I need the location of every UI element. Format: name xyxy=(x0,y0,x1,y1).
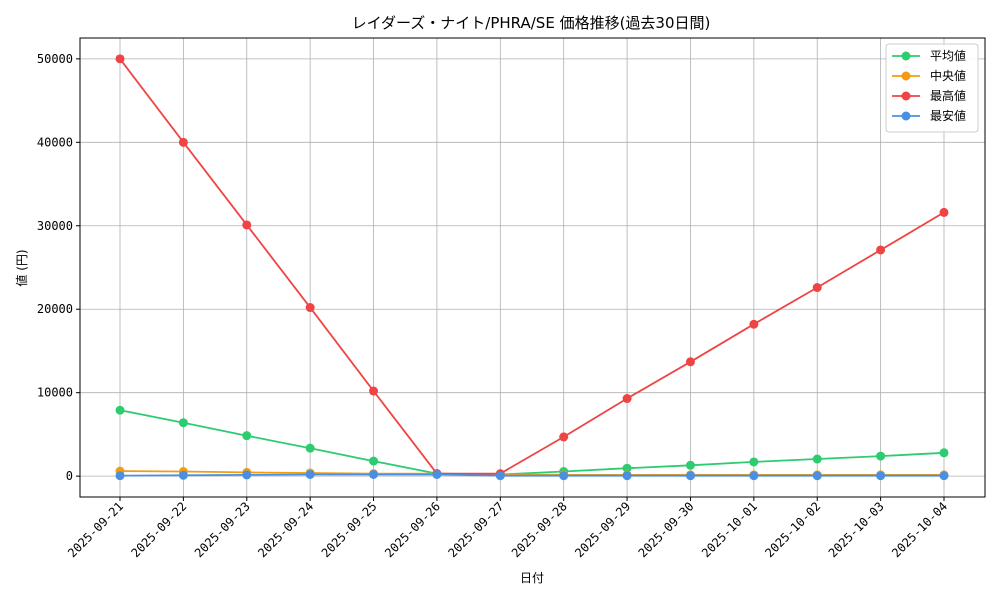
data-point xyxy=(242,220,252,230)
legend-marker xyxy=(901,91,911,101)
data-point xyxy=(622,471,632,481)
grid xyxy=(80,38,985,497)
legend-item: 平均値 xyxy=(892,48,966,63)
data-point xyxy=(812,283,822,293)
data-point xyxy=(876,471,886,481)
x-tick-label: 2025-09-27 xyxy=(445,499,506,560)
x-tick-label: 2025-10-01 xyxy=(699,499,760,560)
legend-item: 最高値 xyxy=(892,88,966,103)
data-point xyxy=(749,457,759,467)
x-tick-label: 2025-09-25 xyxy=(319,499,380,560)
legend-marker xyxy=(901,111,911,121)
data-point xyxy=(495,471,505,481)
x-tick-label: 2025-10-04 xyxy=(889,499,950,560)
series-line xyxy=(119,58,945,475)
data-point xyxy=(369,456,379,466)
legend-label: 中央値 xyxy=(930,68,966,83)
series-layer xyxy=(115,54,949,481)
y-tick-label: 50000 xyxy=(37,52,73,66)
legend-label: 平均値 xyxy=(930,48,966,63)
x-axis: 2025-09-21 2025-09-22 2025-09-23 2025-09-24… xyxy=(65,497,950,560)
x-tick-label: 2025-09-28 xyxy=(509,499,570,560)
data-point xyxy=(115,54,125,64)
series-3 xyxy=(115,54,949,479)
data-point xyxy=(115,471,125,481)
legend-box xyxy=(885,43,979,133)
y-axis: 0 10000 20000 30000 40000 50000 xyxy=(37,52,80,483)
y-tick-label: 20000 xyxy=(37,302,73,316)
x-tick-label: 2025-09-30 xyxy=(636,499,697,560)
data-point xyxy=(622,394,632,404)
legend-item: 中央値 xyxy=(892,68,966,83)
x-tick-label: 2025-09-23 xyxy=(192,499,253,560)
x-tick-label: 2025-09-21 xyxy=(65,499,126,560)
series-line xyxy=(119,409,945,476)
data-point xyxy=(812,471,822,481)
data-point xyxy=(242,470,252,480)
y-axis-label: 値 (円) xyxy=(14,249,29,286)
data-point xyxy=(685,460,695,470)
data-point xyxy=(432,469,442,479)
y-tick-label: 0 xyxy=(66,469,73,483)
data-point xyxy=(812,454,822,464)
data-point xyxy=(115,405,125,415)
legend-label: 最安値 xyxy=(930,108,966,123)
plot-area xyxy=(79,37,986,498)
data-point xyxy=(939,448,949,458)
data-point xyxy=(305,303,315,313)
data-point xyxy=(559,432,569,442)
data-point xyxy=(178,137,188,147)
legend-marker xyxy=(901,71,911,81)
data-point xyxy=(939,207,949,217)
y-tick-label: 10000 xyxy=(37,386,73,400)
data-point xyxy=(749,471,759,481)
x-tick-label: 2025-10-03 xyxy=(826,499,887,560)
data-point xyxy=(876,245,886,255)
data-point xyxy=(749,319,759,329)
series-line xyxy=(119,473,944,477)
x-tick-label: 2025-09-29 xyxy=(572,499,633,560)
x-tick-label: 2025-09-24 xyxy=(255,499,316,560)
x-tick-label: 2025-09-22 xyxy=(129,499,190,560)
data-point xyxy=(622,463,632,473)
data-point xyxy=(685,471,695,481)
data-point xyxy=(305,443,315,453)
x-tick-label: 2025-09-26 xyxy=(382,499,443,560)
data-point xyxy=(685,357,695,367)
data-point xyxy=(876,451,886,461)
series-4 xyxy=(115,469,949,481)
y-tick-label: 30000 xyxy=(37,219,73,233)
chart-title: レイダーズ・ナイト/PHRA/SE 価格推移(過去30日間) xyxy=(352,14,711,32)
data-point xyxy=(178,418,188,428)
legend-marker xyxy=(901,51,911,61)
data-point xyxy=(178,470,188,480)
data-point xyxy=(939,471,949,481)
y-tick-label: 40000 xyxy=(37,135,73,149)
x-axis-label: 日付 xyxy=(520,571,544,585)
data-point xyxy=(369,469,379,479)
data-point xyxy=(305,469,315,479)
series-1 xyxy=(115,405,949,479)
data-point xyxy=(242,431,252,441)
legend-label: 最高値 xyxy=(930,88,966,103)
data-point xyxy=(559,471,569,481)
data-point xyxy=(369,386,379,396)
legend-item: 最安値 xyxy=(892,108,966,123)
x-tick-label: 2025-10-02 xyxy=(762,499,823,560)
